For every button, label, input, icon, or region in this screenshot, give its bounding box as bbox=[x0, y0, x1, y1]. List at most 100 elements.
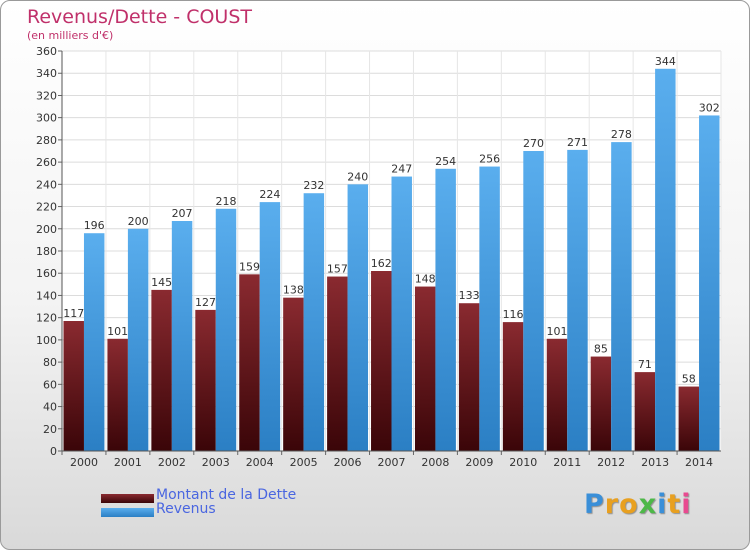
data-label: 162 bbox=[371, 257, 392, 270]
bar-revenus bbox=[83, 233, 105, 451]
y-tick-label: 340 bbox=[36, 67, 57, 80]
y-tick-label: 220 bbox=[36, 201, 57, 214]
data-label: 117 bbox=[63, 307, 84, 320]
logo-letter: r bbox=[604, 489, 620, 520]
bar-dette bbox=[327, 276, 348, 451]
y-tick-label: 360 bbox=[36, 45, 57, 58]
data-label: 218 bbox=[216, 195, 237, 208]
bar-dette bbox=[678, 386, 700, 451]
x-tick-label: 2007 bbox=[378, 456, 406, 469]
data-label: 159 bbox=[239, 260, 260, 273]
data-label: 278 bbox=[611, 128, 632, 141]
bar-dette bbox=[634, 372, 656, 451]
x-tick-label: 2003 bbox=[202, 456, 230, 469]
data-label: 71 bbox=[638, 358, 652, 371]
y-tick-label: 280 bbox=[36, 134, 57, 147]
bar-revenus bbox=[611, 142, 632, 451]
x-tick-label: 2002 bbox=[158, 456, 186, 469]
data-label: 200 bbox=[128, 215, 149, 228]
bar-revenus bbox=[435, 168, 456, 451]
data-label: 58 bbox=[682, 373, 696, 386]
bar-revenus bbox=[303, 193, 325, 451]
bar-revenus bbox=[391, 176, 412, 452]
data-label: 133 bbox=[459, 289, 480, 302]
legend-swatch-revenus bbox=[101, 508, 154, 517]
y-tick-label: 140 bbox=[36, 289, 57, 302]
legend-label-debt: Montant de la Dette bbox=[156, 487, 297, 503]
logo-letter: x bbox=[638, 489, 658, 520]
x-tick-label: 2005 bbox=[290, 456, 318, 469]
logo-letter: i bbox=[681, 489, 692, 520]
y-tick-label: 60 bbox=[43, 378, 57, 391]
data-label: 302 bbox=[699, 101, 720, 114]
x-tick-label: 2008 bbox=[421, 456, 449, 469]
logo-letter: P bbox=[584, 489, 605, 520]
data-label: 207 bbox=[172, 207, 193, 220]
bar-dette bbox=[590, 356, 612, 451]
logo-letter: i bbox=[657, 489, 668, 520]
data-label: 271 bbox=[567, 136, 588, 149]
y-tick-label: 200 bbox=[36, 223, 57, 236]
bar-dette bbox=[546, 338, 568, 451]
bar-revenus bbox=[171, 221, 193, 451]
y-tick-label: 180 bbox=[36, 245, 57, 258]
bar-dette bbox=[151, 289, 172, 451]
data-label: 138 bbox=[283, 284, 304, 297]
x-tick-label: 2012 bbox=[597, 456, 625, 469]
y-tick-label: 160 bbox=[36, 267, 57, 280]
y-tick-label: 0 bbox=[50, 445, 57, 458]
bar-dette bbox=[283, 297, 304, 451]
x-tick-label: 2004 bbox=[246, 456, 274, 469]
data-label: 85 bbox=[594, 343, 608, 356]
data-label: 344 bbox=[655, 55, 676, 68]
y-tick-label: 40 bbox=[43, 401, 57, 414]
x-tick-label: 2013 bbox=[641, 456, 669, 469]
x-tick-label: 2014 bbox=[685, 456, 713, 469]
x-tick-label: 2009 bbox=[465, 456, 493, 469]
data-label: 116 bbox=[503, 308, 524, 321]
y-tick-label: 120 bbox=[36, 312, 57, 325]
data-label: 196 bbox=[84, 219, 105, 232]
bar-dette bbox=[458, 303, 480, 451]
chart-subtitle: (en milliers d'€) bbox=[27, 29, 114, 42]
x-tick-label: 2010 bbox=[509, 456, 537, 469]
bar-revenus bbox=[347, 184, 369, 452]
y-tick-label: 100 bbox=[36, 334, 57, 347]
data-label: 145 bbox=[151, 276, 172, 289]
bar-revenus bbox=[479, 166, 500, 452]
bar-dette bbox=[107, 338, 128, 451]
proxiti-logo: Proxiti bbox=[584, 489, 692, 520]
chart-title: Revenus/Dette - COUST bbox=[27, 6, 252, 28]
x-tick-label: 2001 bbox=[114, 456, 142, 469]
bar-revenus bbox=[523, 151, 544, 451]
bar-revenus bbox=[699, 115, 720, 451]
bar-dette bbox=[414, 286, 436, 451]
y-tick-label: 300 bbox=[36, 112, 57, 125]
logo-letter: t bbox=[667, 489, 682, 520]
x-tick-label: 2006 bbox=[334, 456, 362, 469]
bar-dette bbox=[502, 322, 524, 451]
data-label: 101 bbox=[547, 325, 568, 338]
y-tick-label: 320 bbox=[36, 89, 57, 102]
bar-revenus bbox=[127, 228, 149, 451]
bar-revenus bbox=[259, 202, 281, 451]
legend-swatch-debt bbox=[101, 494, 154, 503]
logo-letter: o bbox=[619, 489, 639, 520]
bar-dette bbox=[63, 321, 84, 451]
y-tick-label: 240 bbox=[36, 178, 57, 191]
bar-dette bbox=[239, 274, 260, 451]
bar-dette bbox=[371, 271, 392, 451]
data-label: 240 bbox=[347, 170, 368, 183]
data-label: 232 bbox=[303, 179, 324, 192]
bar-revenus bbox=[215, 208, 237, 451]
y-tick-label: 20 bbox=[43, 423, 57, 436]
data-label: 101 bbox=[107, 325, 128, 338]
bar-revenus bbox=[567, 149, 588, 451]
y-tick-label: 80 bbox=[43, 356, 57, 369]
data-label: 127 bbox=[195, 296, 216, 309]
data-label: 148 bbox=[415, 273, 436, 286]
data-label: 270 bbox=[523, 137, 544, 150]
legend-label-revenus: Revenus bbox=[156, 501, 216, 517]
